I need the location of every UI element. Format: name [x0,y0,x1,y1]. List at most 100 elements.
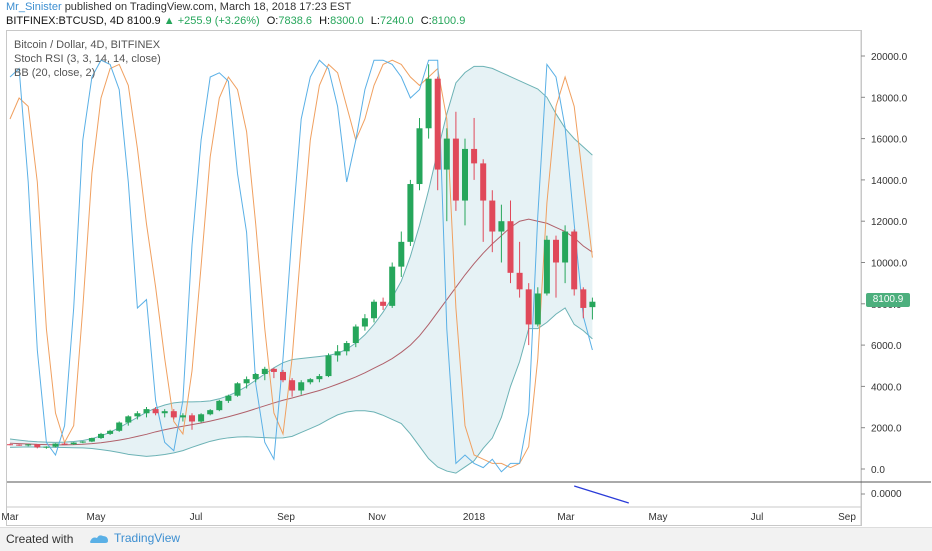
candle-body [498,221,505,232]
author-link[interactable]: Mr_Sinister [6,1,62,13]
sub-axis-label: 0.0000 [871,489,902,500]
price-tick-label: 2000.0 [871,424,902,435]
candle-body [407,184,414,242]
candle-body [507,221,514,273]
candle-body [316,376,323,380]
low-value: 7240.0 [379,15,414,27]
sub-pane-line [574,485,629,504]
stoch-rsi-k-line [9,59,593,473]
candle-body [516,272,523,290]
up-arrow-icon: ▲ [163,15,175,27]
price-tick-label: 10000.0 [871,259,908,270]
candle-body [571,231,578,290]
candle-body [343,343,350,352]
tradingview-brand: TradingView [114,531,181,545]
close-value: 8100.9 [431,15,466,27]
price-chart[interactable]: 0.02000.04000.06000.08000.010000.012000.… [0,0,932,527]
chart-legend: Bitcoin / Dollar, 4D, BITFINEX Stoch RSI… [14,38,161,80]
candle-body [307,379,314,383]
candle-body [25,444,32,446]
candle-body [334,351,341,356]
candle-body [52,443,59,447]
candle-body [198,414,205,422]
candle-body [425,78,432,129]
time-tick-label: Sep [277,512,295,523]
tradingview-link[interactable]: TradingView [88,531,180,545]
candle-body [216,400,223,411]
high-value: 8300.0 [330,15,364,27]
candle-body [489,200,496,232]
open-value: 7838.6 [278,15,312,27]
published-text: published on TradingView.com, March 18, … [64,1,352,13]
candle-body [116,422,123,431]
candle-body [7,444,13,446]
candle-body [252,374,259,380]
candle-body [525,289,532,325]
time-tick-label: May [649,512,668,523]
time-tick-label: Sep [838,512,856,523]
price-tick-label: 14000.0 [871,176,908,187]
candle-body [79,441,86,443]
time-tick-label: Mar [557,512,575,523]
candle-body [361,318,368,327]
candle-body [189,415,195,422]
legend-symbol: Bitcoin / Dollar, 4D, BITFINEX [14,39,161,51]
candle-body [589,301,596,308]
bollinger-middle [9,218,593,446]
high-label: H: [319,15,331,27]
price-tick-label: 12000.0 [871,217,908,228]
candle-body [16,444,23,446]
legend-bollinger: BB (20, close, 2) [14,67,96,79]
candle-body [380,301,387,306]
candle-body [452,138,459,201]
time-tick-label: 2018 [463,512,486,523]
candle-body [352,326,359,344]
candle-body [43,446,50,448]
candle-body [234,383,241,396]
candle-body [179,415,186,418]
publish-info: Mr_Sinister published on TradingView.com… [6,1,351,13]
price-tick-label: 6000.0 [871,341,902,352]
candle-body [70,442,77,445]
candle-body [389,266,396,306]
legend-stoch-rsi: Stoch RSI (3, 3, 14, 14, close) [14,53,161,65]
candle-body [534,293,541,325]
candle-body [480,163,487,201]
candle-body [434,78,441,170]
candle-body [270,368,277,372]
created-with-text: Created with [6,532,74,546]
candle-body [416,128,423,185]
last-price: 8100.9 [127,15,161,27]
candle-body [280,371,286,381]
candle-body [371,301,377,319]
open-label: O: [266,15,279,27]
candle-body [298,382,305,391]
candle-body [325,355,332,377]
candle-body [207,410,214,415]
price-tick-label: 18000.0 [871,93,908,104]
time-tick-label: May [87,512,106,523]
low-label: L: [370,15,380,27]
price-tick-label: 16000.0 [871,135,908,146]
price-tick-label: 20000.0 [871,52,908,63]
candle-body [562,231,569,263]
candle-body [243,379,250,384]
candle-body [289,380,296,391]
candle-body [462,148,468,201]
time-tick-label: Jul [190,512,203,523]
last-price-tag: 8100.9 [866,293,910,307]
price-tick-label: 0.0 [871,465,885,476]
candle-body [443,138,450,170]
candle-body [107,430,114,434]
candle-body [88,438,95,442]
candle-body [98,433,104,439]
candle-body [152,409,159,414]
candle-body [134,413,141,417]
price-tick-label: 4000.0 [871,382,902,393]
change-value: +255.9 (+3.26%) [177,15,260,27]
candle-body [543,239,550,294]
tradingview-logo-icon [90,535,108,543]
candle-body [143,409,150,414]
time-tick-label: Nov [368,512,386,523]
candle-body [161,411,168,414]
